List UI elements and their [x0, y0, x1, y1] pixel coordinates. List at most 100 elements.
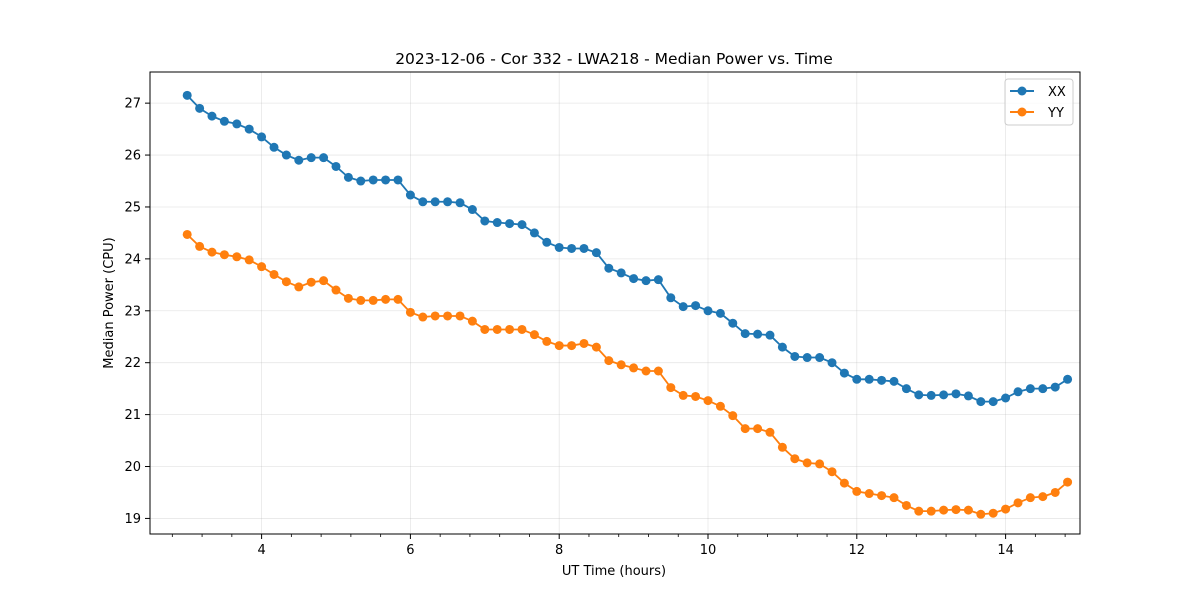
y-tick-label: 21: [124, 408, 141, 423]
series-yy-point: [269, 269, 279, 279]
series-xx-point: [1001, 393, 1011, 403]
series-xx-point: [306, 153, 316, 163]
series-xx-point: [963, 391, 973, 401]
series-yy-point: [777, 442, 787, 452]
series-xx-point: [244, 124, 254, 134]
series-xx-point: [715, 308, 725, 318]
series-yy-point: [195, 241, 205, 251]
series-yy-point: [963, 505, 973, 515]
series-xx-point: [1013, 387, 1023, 397]
series-xx-point: [405, 190, 415, 200]
series-yy-point: [666, 383, 676, 393]
y-tick-label: 25: [124, 200, 141, 215]
series-xx-point: [641, 276, 651, 286]
series-yy-point: [257, 262, 267, 272]
series-xx-point: [889, 376, 899, 386]
series-yy-point: [356, 295, 366, 305]
series-xx-point: [839, 368, 849, 378]
series-yy-point: [629, 363, 639, 373]
x-tick-label: 4: [257, 543, 265, 558]
legend-yy-label: YY: [1047, 106, 1064, 121]
legend-entry-xx: XX: [1010, 85, 1066, 100]
series-yy-point: [567, 341, 577, 351]
series-xx-point: [182, 90, 192, 100]
x-tick-label: 6: [406, 543, 414, 558]
series-yy-point: [889, 493, 899, 503]
series-yy-point: [455, 311, 465, 321]
series-yy-point: [1025, 493, 1035, 503]
series-yy-point: [579, 338, 589, 348]
series-xx-point: [331, 161, 341, 171]
y-tick-label: 22: [124, 356, 141, 371]
series-xx-point: [567, 243, 577, 253]
series-xx-point: [777, 342, 787, 352]
series-yy-point: [901, 500, 911, 510]
series-xx-point: [517, 220, 527, 230]
series-xx-point: [207, 111, 217, 121]
series-yy-point: [542, 336, 552, 346]
series-xx-point: [356, 176, 366, 186]
series-xx-point: [294, 155, 304, 165]
series-yy-point: [939, 505, 949, 515]
series-xx-point: [864, 374, 874, 384]
series-xx-point: [852, 374, 862, 384]
series-xx-point: [269, 142, 279, 152]
series-yy-point: [914, 506, 924, 516]
series-yy-point: [207, 247, 217, 257]
series-yy-point: [815, 459, 825, 469]
series-yy-point: [418, 312, 428, 322]
series-yy-point: [1050, 487, 1060, 497]
series-yy-point: [604, 356, 614, 366]
series-yy-point: [715, 401, 725, 411]
series-yy-point: [232, 252, 242, 262]
series-xx-point: [257, 132, 267, 142]
series-xx-point: [666, 293, 676, 303]
series-yy-point: [951, 505, 961, 515]
series-yy-point: [368, 295, 378, 305]
series-xx-point: [529, 228, 539, 238]
series-xx-point: [1063, 374, 1073, 384]
series-xx-point: [678, 302, 688, 312]
series-xx-point: [877, 375, 887, 385]
series-yy-point: [319, 276, 329, 286]
series-xx-point: [901, 384, 911, 394]
series-yy-point: [480, 324, 490, 334]
series-yy-point: [926, 506, 936, 516]
series-yy-point: [1001, 504, 1011, 514]
series-xx-point: [232, 119, 242, 129]
series-xx-point: [542, 237, 552, 247]
x-tick-label: 12: [849, 543, 866, 558]
series-xx-point: [381, 175, 391, 185]
series-xx-point: [467, 205, 477, 215]
x-axis: 4 6 8 10 12 14: [171, 534, 1066, 558]
series-yy-point: [1038, 492, 1048, 502]
series-yy-point: [678, 390, 688, 400]
series-yy-point: [1013, 498, 1023, 508]
series-xx-point: [368, 175, 378, 185]
series-yy-point: [467, 316, 477, 326]
series-yy-point: [753, 424, 763, 434]
series-yy-point: [653, 366, 663, 376]
series-xx-point: [219, 116, 229, 126]
series-yy-point: [827, 467, 837, 477]
series-xx-point: [604, 263, 614, 273]
series-yy-point: [306, 277, 316, 287]
series-xx-point: [505, 219, 515, 229]
series-yy-point: [393, 294, 403, 304]
series-yy-point: [529, 330, 539, 340]
y-axis: 19 20 21 22 23 24 25 26 27: [124, 97, 150, 527]
chart-title: 2023-12-06 - Cor 332 - LWA218 - Median P…: [395, 50, 833, 68]
x-tick-label: 8: [555, 543, 563, 558]
series-yy: [182, 229, 1073, 519]
x-tick-label: 14: [997, 543, 1014, 558]
series-xx-point: [319, 153, 329, 163]
series-yy-point: [294, 282, 304, 292]
series-xx-point: [653, 275, 663, 285]
series-xx-point: [753, 329, 763, 339]
y-tick-label: 26: [124, 149, 141, 164]
series-yy-point: [839, 478, 849, 488]
series-xx-point: [343, 172, 353, 182]
series-yy-point: [740, 424, 750, 434]
series-xx-point: [492, 218, 502, 228]
